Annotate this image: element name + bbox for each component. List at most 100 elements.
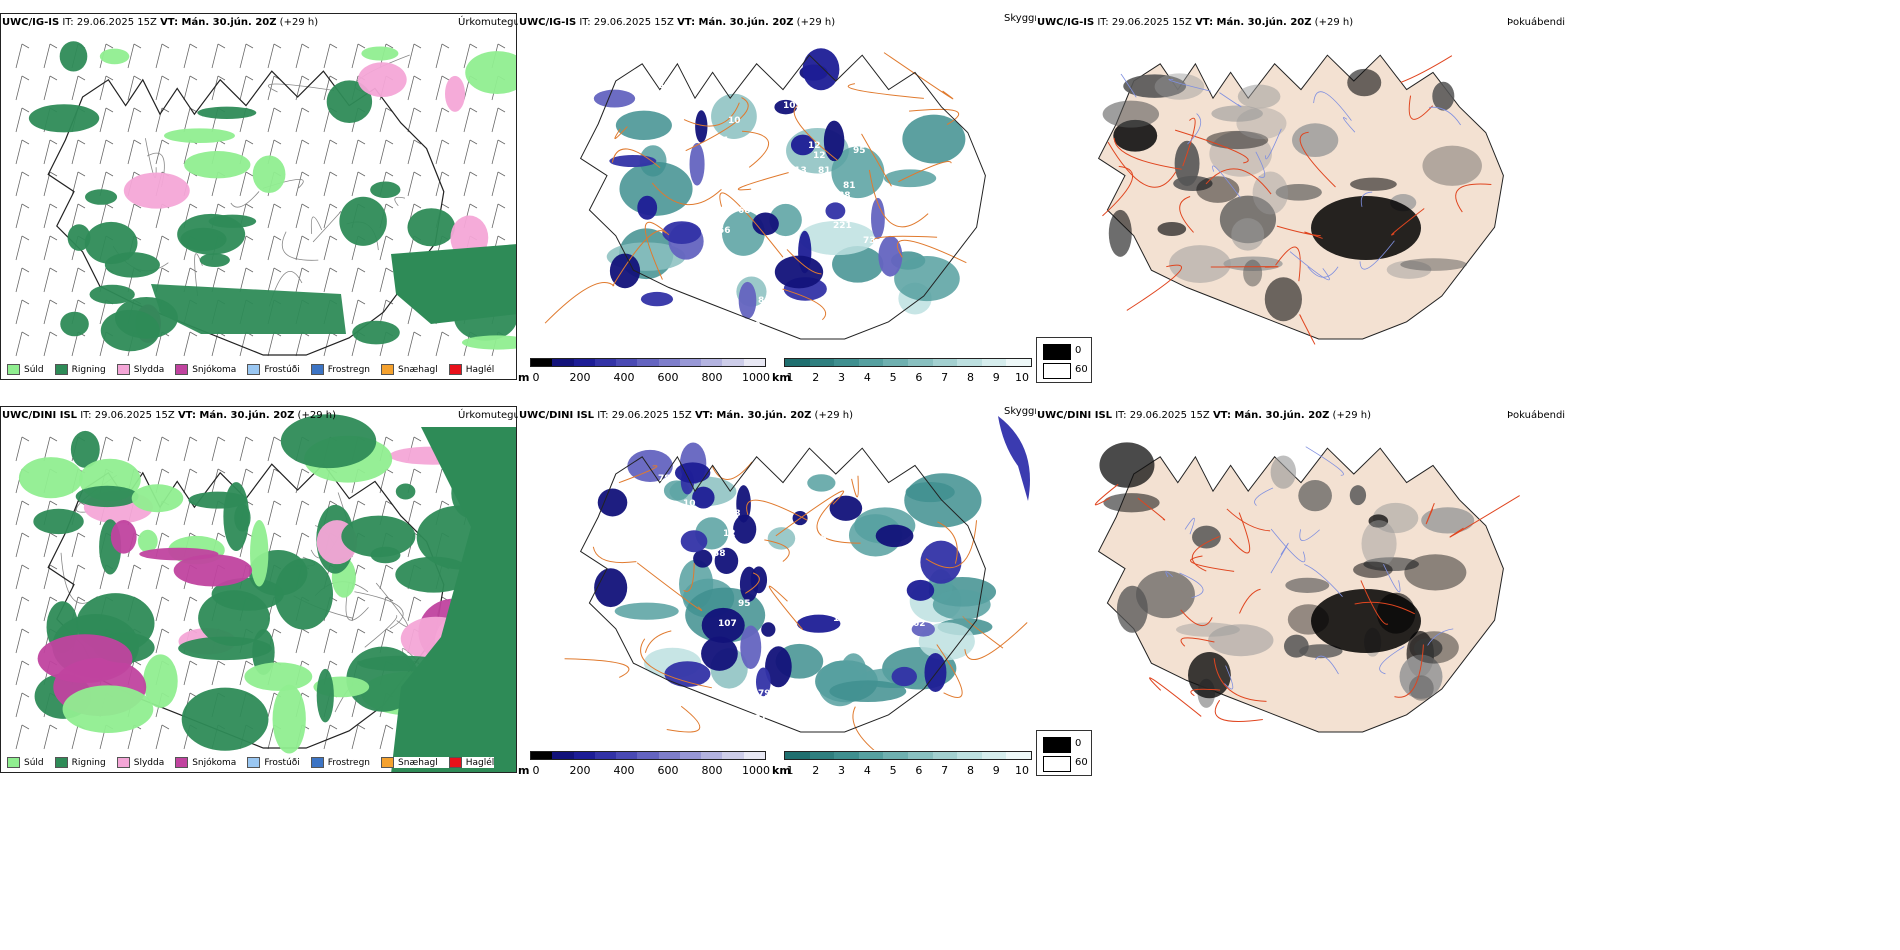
road-line bbox=[1391, 208, 1425, 236]
header-row1-col3: UWC/IG-IS IT: 29.06.2025 15Z VT: Mán. 30… bbox=[1037, 17, 1354, 28]
road-line bbox=[782, 288, 827, 321]
road-line bbox=[144, 138, 157, 179]
colorbar-step bbox=[531, 359, 553, 366]
wind-barb bbox=[323, 75, 338, 101]
road-line bbox=[964, 622, 1028, 660]
wind-barb bbox=[155, 628, 170, 654]
wind-barb bbox=[43, 171, 58, 197]
precip-area bbox=[110, 520, 137, 554]
colorbar-step bbox=[658, 752, 680, 759]
road-line bbox=[1191, 535, 1220, 572]
colorbar-step bbox=[637, 752, 659, 759]
road-line bbox=[1205, 168, 1272, 195]
precip-area bbox=[461, 335, 516, 350]
wind-barb bbox=[183, 468, 198, 494]
road-line bbox=[644, 630, 672, 653]
ceiling-height-label: 112 bbox=[613, 437, 632, 447]
wind-barb bbox=[43, 596, 58, 622]
wind-barb bbox=[155, 436, 170, 462]
ceiling-height-label: 18 bbox=[728, 509, 741, 519]
wind-barb bbox=[379, 564, 394, 590]
ceiling-area bbox=[695, 110, 708, 143]
road-line bbox=[1275, 246, 1301, 282]
ceiling-area bbox=[825, 202, 846, 220]
colorbar-unit: m bbox=[518, 764, 530, 777]
ceiling-height-label: 12 bbox=[813, 151, 826, 161]
wind-barb bbox=[267, 436, 282, 462]
wind-barb bbox=[239, 436, 254, 462]
visibility-area bbox=[905, 482, 955, 503]
colorbar-tick-label: 10 bbox=[1015, 764, 1029, 777]
fog-area bbox=[1349, 485, 1367, 506]
ceiling-area bbox=[674, 462, 711, 484]
fog-area bbox=[1350, 177, 1397, 191]
road-line bbox=[896, 239, 967, 264]
fog-area bbox=[1421, 507, 1475, 534]
colorbar-step bbox=[932, 752, 958, 759]
visibility-area bbox=[894, 256, 960, 302]
ceiling-height-label: 10 bbox=[683, 499, 696, 509]
wind-barb bbox=[295, 139, 310, 165]
visibility-area bbox=[614, 602, 679, 620]
ceiling-area bbox=[796, 614, 841, 633]
visibility-area bbox=[799, 220, 876, 256]
wind-barb bbox=[267, 203, 282, 229]
legend-item: Snjókoma bbox=[175, 364, 236, 375]
wind-barb bbox=[267, 235, 282, 261]
colorbar-step bbox=[743, 752, 765, 759]
wind-barb bbox=[211, 436, 226, 462]
colorbar-step bbox=[957, 359, 982, 366]
precip-area bbox=[173, 554, 253, 587]
ceiling-height-label: 59 bbox=[858, 201, 871, 211]
river-line bbox=[1429, 106, 1461, 126]
colorbar-step bbox=[981, 752, 1007, 759]
ceiling-visibility-panel-row1: 100 69 81 75 81 103 12 213 81 88 59 221 73 69 56 68 29 63… bbox=[518, 13, 1035, 380]
visibility-area bbox=[832, 245, 884, 283]
precip-type-map-row2 bbox=[15, 414, 516, 772]
wind-barb bbox=[15, 139, 30, 165]
colorbar-step bbox=[957, 752, 982, 759]
wind-barb bbox=[323, 139, 338, 165]
wind-barb bbox=[463, 43, 478, 69]
wind-barb bbox=[15, 299, 30, 325]
colorbar-step bbox=[616, 359, 638, 366]
fog-area bbox=[1135, 570, 1195, 619]
ceiling-height-label: 202 bbox=[788, 559, 807, 569]
wind-barb bbox=[127, 139, 142, 165]
precip-area bbox=[184, 151, 251, 179]
colorbar-tick-label: 8 bbox=[966, 764, 974, 777]
ceiling-area bbox=[738, 281, 757, 319]
fog-panel-row1 bbox=[1036, 13, 1553, 380]
legend-label: Snæhagl bbox=[398, 757, 438, 768]
wind-barb bbox=[15, 203, 30, 229]
road-line bbox=[1149, 677, 1202, 717]
precip-area bbox=[465, 51, 516, 94]
road-line bbox=[592, 546, 637, 563]
road-line bbox=[644, 222, 670, 280]
precip-area bbox=[197, 106, 257, 119]
wind-barb bbox=[183, 596, 198, 622]
legend-label: Frostregn bbox=[327, 364, 371, 375]
colorbar-step bbox=[701, 359, 723, 366]
ceiling-height-label: 131 bbox=[748, 714, 767, 724]
ceiling-height-label: 62 bbox=[913, 619, 926, 629]
ceiling-area bbox=[701, 636, 738, 671]
river-line bbox=[1270, 528, 1306, 563]
fog-scale-min-swatch bbox=[1043, 363, 1071, 379]
legend-swatch bbox=[116, 364, 130, 375]
colorbar-tick-label: 7 bbox=[941, 764, 949, 777]
road-line bbox=[685, 97, 749, 152]
colorbar-tick-label: 5 bbox=[889, 371, 897, 384]
ceiling-area bbox=[875, 524, 914, 548]
ceiling-area bbox=[714, 547, 739, 575]
wind-barb bbox=[183, 75, 198, 101]
fog-area bbox=[1399, 654, 1443, 699]
road-line bbox=[1425, 503, 1435, 525]
river-line bbox=[1212, 165, 1241, 198]
legend-item: Súld bbox=[7, 757, 44, 768]
panel-title-precip-row1: Úrkomutegund bbox=[458, 17, 533, 28]
ceiling-area bbox=[640, 291, 674, 307]
precip-type-legend-row1: Súld Rigning Slydda Snjókoma Frostúði Frostre… bbox=[7, 364, 495, 375]
ceiling-area bbox=[689, 142, 705, 186]
colorbar-step bbox=[722, 752, 744, 759]
